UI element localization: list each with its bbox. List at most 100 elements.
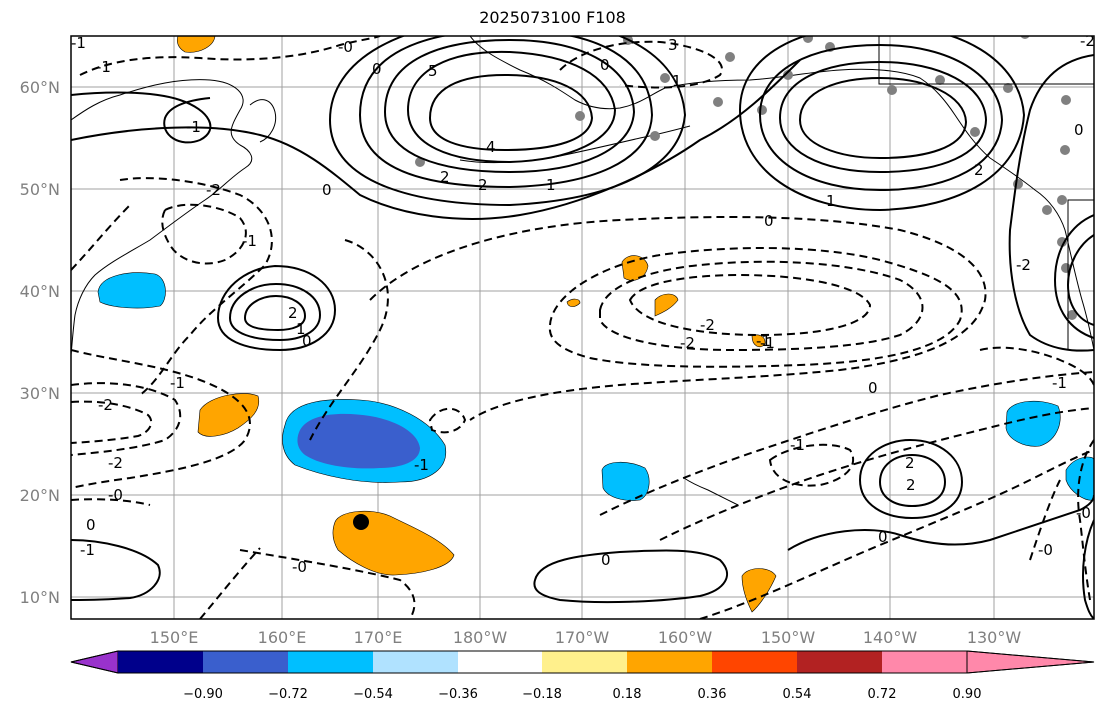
lat-label: 20°N [20,486,60,505]
contour-line [71,382,182,456]
contour-label: -2 [98,396,113,414]
colorbar-frame [70,650,1095,674]
positive-contours [71,36,1094,619]
colorbar-tick-label: −0.36 [438,687,478,702]
contour-line [599,371,1094,516]
colorbar-ticks: −0.90 −0.72 −0.54 −0.36 −0.18 0.18 0.36 … [183,687,981,702]
contour-line [858,438,964,520]
colorbar-tick-label: 0.18 [613,687,642,702]
station-dot [803,36,813,43]
colorbar-extend-high [966,650,1095,674]
contour-line [243,294,307,332]
contour-label: 2 [905,454,915,472]
contour-label: -2 [206,181,221,199]
shade-orange-2 [654,293,679,317]
contour-label: 5 [428,62,438,80]
station-dot [887,85,897,95]
station-dot [1057,237,1067,247]
map-frame [70,35,1095,620]
contour-line [309,239,389,441]
contour-line [161,203,247,265]
negative-contours [71,36,1094,619]
contour-label: -1 [756,332,771,350]
coast-asia [71,79,253,356]
lat-label: 10°N [20,588,60,607]
contour-label: 0 [878,528,888,546]
contour-label: 0 [322,181,332,199]
station-dot [713,97,723,107]
contour-label: 1 [296,320,306,338]
contour-label: -2 [680,334,695,352]
contour-line [119,177,273,396]
lat-label: 30°N [20,384,60,403]
colorbar [70,650,1095,674]
lon-label: 130°W [967,628,1022,647]
contour-label: 2 [288,304,298,322]
colorbar-tick-label: −0.54 [353,687,393,702]
contour-labels: 0 3 1 0 -0 5 4 2 2 1 -1 -2 -1 0 -2 -2 -1… [71,36,1094,576]
contour-label: 2 [440,168,450,186]
contour-line [71,349,251,489]
contour-line [79,36,381,76]
contour-line [1053,214,1094,339]
contour-line [328,36,687,207]
contour-line [199,547,261,619]
contour-label: 1 [546,176,556,194]
lat-label: 40°N [20,282,60,301]
shade-orange-3 [566,298,581,307]
contour-line [71,539,161,601]
contour-line [406,50,617,164]
contour-label: -2 [1016,256,1031,274]
contour-label: 0 [868,379,878,397]
contour-line [778,60,988,174]
contour-label: -1 [760,334,775,352]
contour-line [428,73,594,152]
contour-label: 0 [764,212,774,230]
contour-label: 0 [86,516,96,534]
contour-label: 1 [672,72,682,90]
contour-label: 0 [601,551,611,569]
contour-line [1008,54,1094,352]
lon-label: 140°W [863,628,918,647]
contour-line [979,346,1094,386]
lon-label: 160°E [258,628,307,647]
contour-line [628,273,872,337]
contour-label: 2 [906,476,916,494]
contour-line [758,43,1004,192]
contour-line [699,449,1094,619]
contour-label: -1 [414,456,429,474]
location-marker [353,514,369,530]
contour-label: -2 [108,454,123,472]
station-dot [650,131,660,141]
contour-label: 4 [486,138,496,156]
contour-line [659,407,1094,541]
contour-label: 0 [1074,121,1084,139]
contour-label: 0 [600,56,610,74]
lon-label: 150°W [761,628,816,647]
map-title: 2025073100 F108 [479,8,626,27]
contour-label: -0 [108,486,123,504]
colorbar-tick-label: −0.72 [268,687,308,702]
inset-box [1067,199,1094,351]
station-dot [783,70,793,80]
contour-line [533,549,729,604]
station-dot [660,73,670,83]
colorbar-bin [627,651,712,673]
contour-line [71,400,153,444]
station-dot [1057,195,1067,205]
station-dot [1067,310,1077,320]
contour-line [599,260,924,352]
colorbar-tick-label: 0.54 [783,687,812,702]
contour-label: -1 [80,541,95,559]
contour-line [239,549,416,619]
lon-label: 150°E [150,628,199,647]
colorbar-extend-low [70,650,119,674]
contour-line [548,247,963,368]
shade-orange-4 [751,334,766,348]
colorbar-bin [882,651,967,673]
contour-label: -1 [1052,374,1067,392]
colorbar-bin [712,651,797,673]
contour-line [878,453,947,508]
colorbar-tick-label: 0.72 [868,687,897,702]
